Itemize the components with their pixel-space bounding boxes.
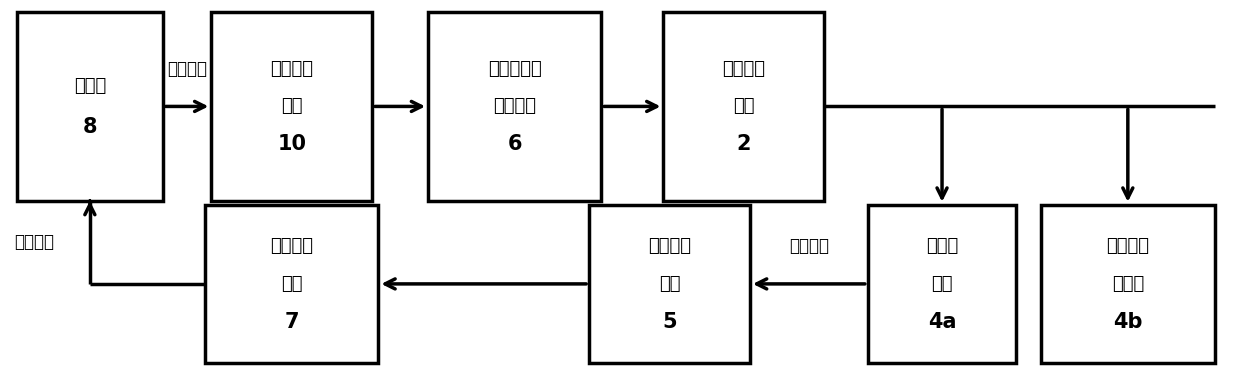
Text: 信号输入: 信号输入 [723, 60, 765, 78]
Text: 4b: 4b [1114, 312, 1142, 332]
Text: 状态信号: 状态信号 [789, 237, 828, 255]
Text: 2: 2 [737, 134, 751, 154]
Text: 装置: 装置 [281, 275, 303, 293]
Bar [428, 12, 601, 201]
Bar [589, 205, 750, 363]
Text: 计算机: 计算机 [1112, 275, 1145, 293]
Text: 机柜: 机柜 [733, 97, 755, 116]
Text: 控制信号: 控制信号 [167, 60, 207, 78]
Bar [868, 205, 1017, 363]
Text: 控制台: 控制台 [73, 77, 105, 95]
Text: 机柜: 机柜 [658, 275, 681, 293]
Text: 算机: 算机 [931, 275, 952, 293]
Bar [211, 12, 372, 201]
Text: 7: 7 [284, 312, 299, 332]
Bar [663, 12, 825, 201]
Text: 仿真计: 仿真计 [926, 237, 959, 255]
Text: 6: 6 [507, 134, 522, 154]
Bar [17, 12, 162, 201]
Text: 电路: 电路 [281, 97, 303, 116]
Text: 驱动放大: 驱动放大 [270, 60, 314, 78]
Bar [205, 205, 378, 363]
Text: 10: 10 [278, 134, 306, 154]
Text: 继电器柜: 继电器柜 [494, 97, 536, 116]
Text: 4a: 4a [928, 312, 956, 332]
Text: 信号采集: 信号采集 [270, 237, 314, 255]
Text: 5: 5 [662, 312, 677, 332]
Text: 8: 8 [83, 117, 97, 137]
Text: 相序检测与: 相序检测与 [487, 60, 542, 78]
Text: 信号输出: 信号输出 [649, 237, 691, 255]
Text: 状态显示: 状态显示 [14, 233, 55, 251]
Text: 仿真管理: 仿真管理 [1106, 237, 1149, 255]
Bar [1042, 205, 1214, 363]
